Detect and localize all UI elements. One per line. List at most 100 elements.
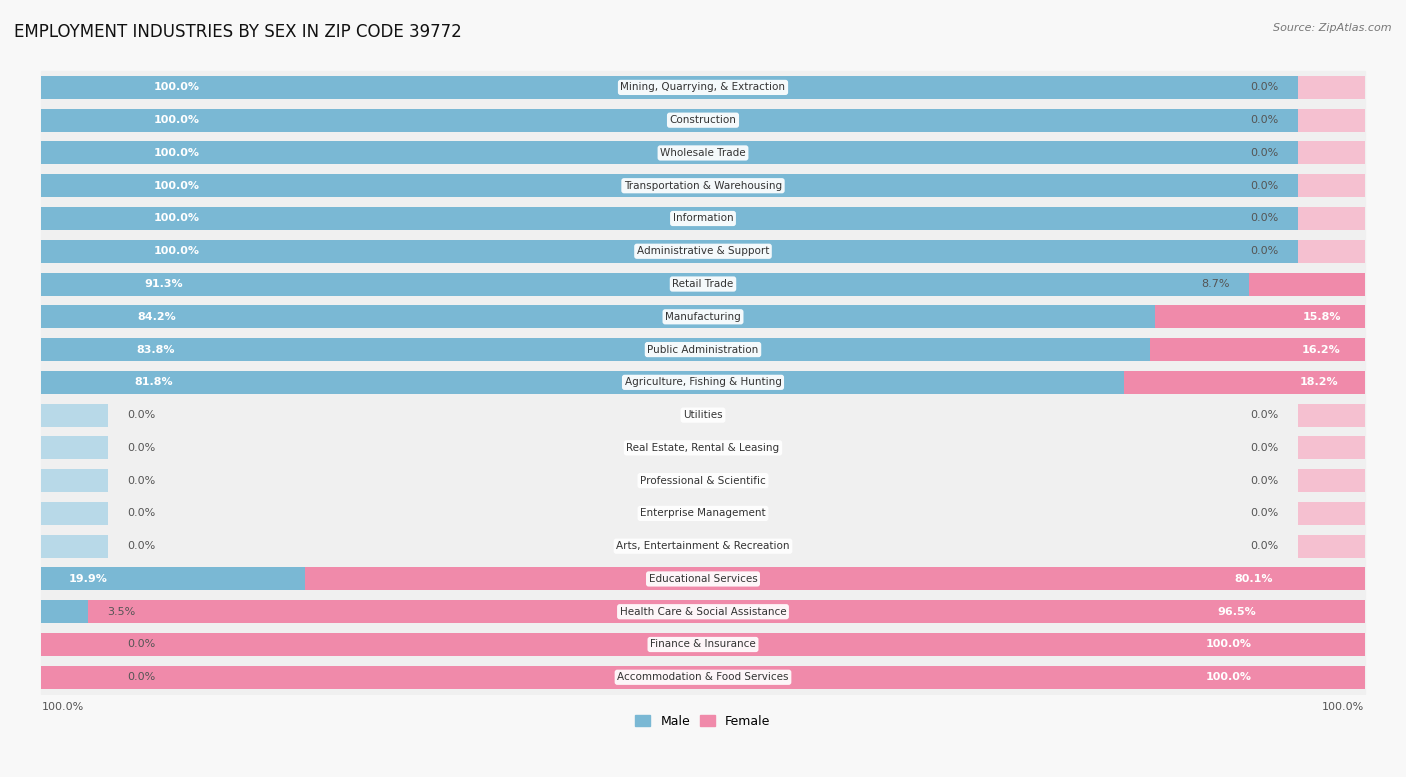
- Text: Arts, Entertainment & Recreation: Arts, Entertainment & Recreation: [616, 542, 790, 551]
- Bar: [41, 109, 1365, 131]
- Text: 84.2%: 84.2%: [138, 312, 176, 322]
- Text: Agriculture, Fishing & Hunting: Agriculture, Fishing & Hunting: [624, 378, 782, 388]
- Bar: [1298, 207, 1365, 230]
- Text: 0.0%: 0.0%: [1250, 214, 1278, 224]
- Text: 0.0%: 0.0%: [1250, 246, 1278, 256]
- Bar: [41, 465, 1365, 497]
- Bar: [41, 141, 1365, 165]
- Bar: [41, 666, 1365, 688]
- Bar: [1298, 240, 1365, 263]
- Bar: [87, 601, 1365, 623]
- Bar: [41, 76, 1365, 99]
- Bar: [305, 567, 1365, 591]
- Text: 100.0%: 100.0%: [1206, 672, 1253, 682]
- Text: Source: ZipAtlas.com: Source: ZipAtlas.com: [1274, 23, 1392, 33]
- Bar: [41, 497, 1365, 530]
- Text: 0.0%: 0.0%: [1250, 410, 1278, 420]
- Bar: [41, 399, 1365, 431]
- Bar: [41, 137, 1365, 169]
- Text: 100.0%: 100.0%: [153, 148, 200, 158]
- Text: 0.0%: 0.0%: [1250, 443, 1278, 453]
- Bar: [41, 104, 1365, 137]
- Text: Retail Trade: Retail Trade: [672, 279, 734, 289]
- Bar: [1123, 371, 1365, 394]
- Text: 0.0%: 0.0%: [128, 476, 156, 486]
- Bar: [1298, 502, 1365, 525]
- Text: Manufacturing: Manufacturing: [665, 312, 741, 322]
- Bar: [41, 235, 1365, 267]
- Text: 100.0%: 100.0%: [153, 115, 200, 125]
- Bar: [1298, 76, 1365, 99]
- Text: 3.5%: 3.5%: [108, 607, 136, 617]
- Bar: [41, 502, 108, 525]
- Text: 0.0%: 0.0%: [128, 508, 156, 518]
- Text: 18.2%: 18.2%: [1301, 378, 1339, 388]
- Bar: [41, 567, 305, 591]
- Bar: [41, 431, 1365, 465]
- Text: 100.0%: 100.0%: [1322, 702, 1365, 712]
- Bar: [41, 437, 108, 459]
- Text: 80.1%: 80.1%: [1234, 574, 1274, 584]
- Bar: [41, 403, 108, 427]
- Bar: [41, 169, 1365, 202]
- Text: Utilities: Utilities: [683, 410, 723, 420]
- Text: 83.8%: 83.8%: [136, 344, 176, 354]
- Text: 15.8%: 15.8%: [1303, 312, 1341, 322]
- Text: Construction: Construction: [669, 115, 737, 125]
- Text: 0.0%: 0.0%: [128, 639, 156, 650]
- Bar: [41, 366, 1365, 399]
- Text: 100.0%: 100.0%: [41, 702, 84, 712]
- Text: 100.0%: 100.0%: [1206, 639, 1253, 650]
- Bar: [41, 601, 87, 623]
- Bar: [41, 530, 1365, 563]
- Text: 19.9%: 19.9%: [69, 574, 108, 584]
- Bar: [41, 535, 108, 558]
- Bar: [1298, 437, 1365, 459]
- Bar: [41, 273, 1250, 295]
- Bar: [41, 202, 1365, 235]
- Bar: [41, 305, 1156, 328]
- Text: Health Care & Social Assistance: Health Care & Social Assistance: [620, 607, 786, 617]
- Bar: [41, 174, 1365, 197]
- Text: 100.0%: 100.0%: [153, 246, 200, 256]
- Bar: [41, 633, 108, 656]
- Bar: [41, 71, 1365, 104]
- Text: 0.0%: 0.0%: [128, 672, 156, 682]
- Bar: [41, 338, 1150, 361]
- Bar: [41, 301, 1365, 333]
- Bar: [41, 661, 1365, 694]
- Text: 100.0%: 100.0%: [153, 214, 200, 224]
- Bar: [41, 240, 1365, 263]
- Bar: [1298, 469, 1365, 492]
- Text: 96.5%: 96.5%: [1218, 607, 1256, 617]
- Bar: [41, 333, 1365, 366]
- Text: 91.3%: 91.3%: [145, 279, 183, 289]
- Text: 0.0%: 0.0%: [1250, 148, 1278, 158]
- Bar: [41, 595, 1365, 628]
- Text: Finance & Insurance: Finance & Insurance: [650, 639, 756, 650]
- Bar: [1298, 174, 1365, 197]
- Text: Transportation & Warehousing: Transportation & Warehousing: [624, 181, 782, 190]
- Text: 0.0%: 0.0%: [1250, 115, 1278, 125]
- Text: 0.0%: 0.0%: [1250, 542, 1278, 551]
- Text: Wholesale Trade: Wholesale Trade: [661, 148, 745, 158]
- Bar: [1298, 141, 1365, 165]
- Bar: [41, 563, 1365, 595]
- Text: 0.0%: 0.0%: [1250, 476, 1278, 486]
- Text: 0.0%: 0.0%: [1250, 508, 1278, 518]
- Bar: [41, 267, 1365, 301]
- Bar: [1150, 338, 1365, 361]
- Bar: [1250, 273, 1365, 295]
- Text: Real Estate, Rental & Leasing: Real Estate, Rental & Leasing: [627, 443, 779, 453]
- Text: EMPLOYMENT INDUSTRIES BY SEX IN ZIP CODE 39772: EMPLOYMENT INDUSTRIES BY SEX IN ZIP CODE…: [14, 23, 461, 41]
- Text: Enterprise Management: Enterprise Management: [640, 508, 766, 518]
- Text: 0.0%: 0.0%: [128, 410, 156, 420]
- Text: Accommodation & Food Services: Accommodation & Food Services: [617, 672, 789, 682]
- Bar: [41, 628, 1365, 661]
- Legend: Male, Female: Male, Female: [630, 710, 776, 733]
- Text: 0.0%: 0.0%: [128, 443, 156, 453]
- Bar: [1298, 535, 1365, 558]
- Text: Administrative & Support: Administrative & Support: [637, 246, 769, 256]
- Bar: [41, 371, 1123, 394]
- Bar: [41, 469, 108, 492]
